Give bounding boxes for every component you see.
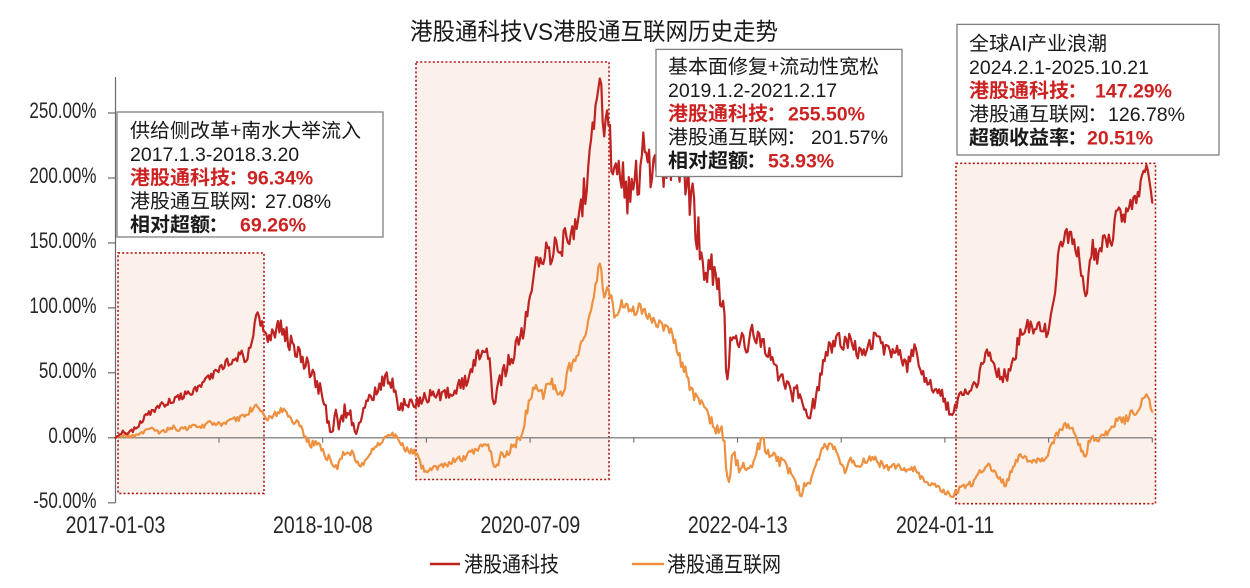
svg-text:201.57%: 201.57% [811, 127, 888, 149]
svg-text:2018-10-08: 2018-10-08 [273, 511, 373, 539]
svg-text:2022-04-13: 2022-04-13 [688, 511, 788, 539]
svg-text:147.29%: 147.29% [1095, 81, 1172, 103]
svg-text:2020-07-09: 2020-07-09 [480, 511, 580, 539]
svg-text:50.00%: 50.00% [39, 359, 97, 384]
svg-text:2017.1.3-2018.3.20: 2017.1.3-2018.3.20 [130, 144, 299, 166]
svg-text:126.78%: 126.78% [1108, 104, 1185, 126]
svg-text:2024.2.1-2025.10.21: 2024.2.1-2025.10.21 [969, 57, 1149, 79]
svg-text:200.00%: 200.00% [29, 164, 96, 189]
svg-text:69.26%: 69.26% [240, 215, 306, 237]
svg-text:-50.00%: -50.00% [33, 489, 96, 514]
svg-text:250.00%: 250.00% [29, 99, 96, 124]
svg-text:53.93%: 53.93% [768, 151, 834, 173]
svg-text:20.51%: 20.51% [1087, 128, 1153, 150]
svg-text:100.00%: 100.00% [29, 294, 96, 319]
svg-text:27.08%: 27.08% [265, 191, 331, 213]
svg-text:0.00%: 0.00% [48, 424, 96, 449]
svg-text:96.34%: 96.34% [247, 168, 313, 190]
svg-text:150.00%: 150.00% [29, 229, 96, 254]
svg-text:VS: VS [523, 18, 553, 45]
svg-text:2024-01-11: 2024-01-11 [896, 511, 994, 539]
svg-text:255.50%: 255.50% [788, 104, 865, 126]
svg-text:2017-01-03: 2017-01-03 [66, 511, 166, 539]
svg-text:2019.1.2-2021.2.17: 2019.1.2-2021.2.17 [668, 80, 837, 102]
